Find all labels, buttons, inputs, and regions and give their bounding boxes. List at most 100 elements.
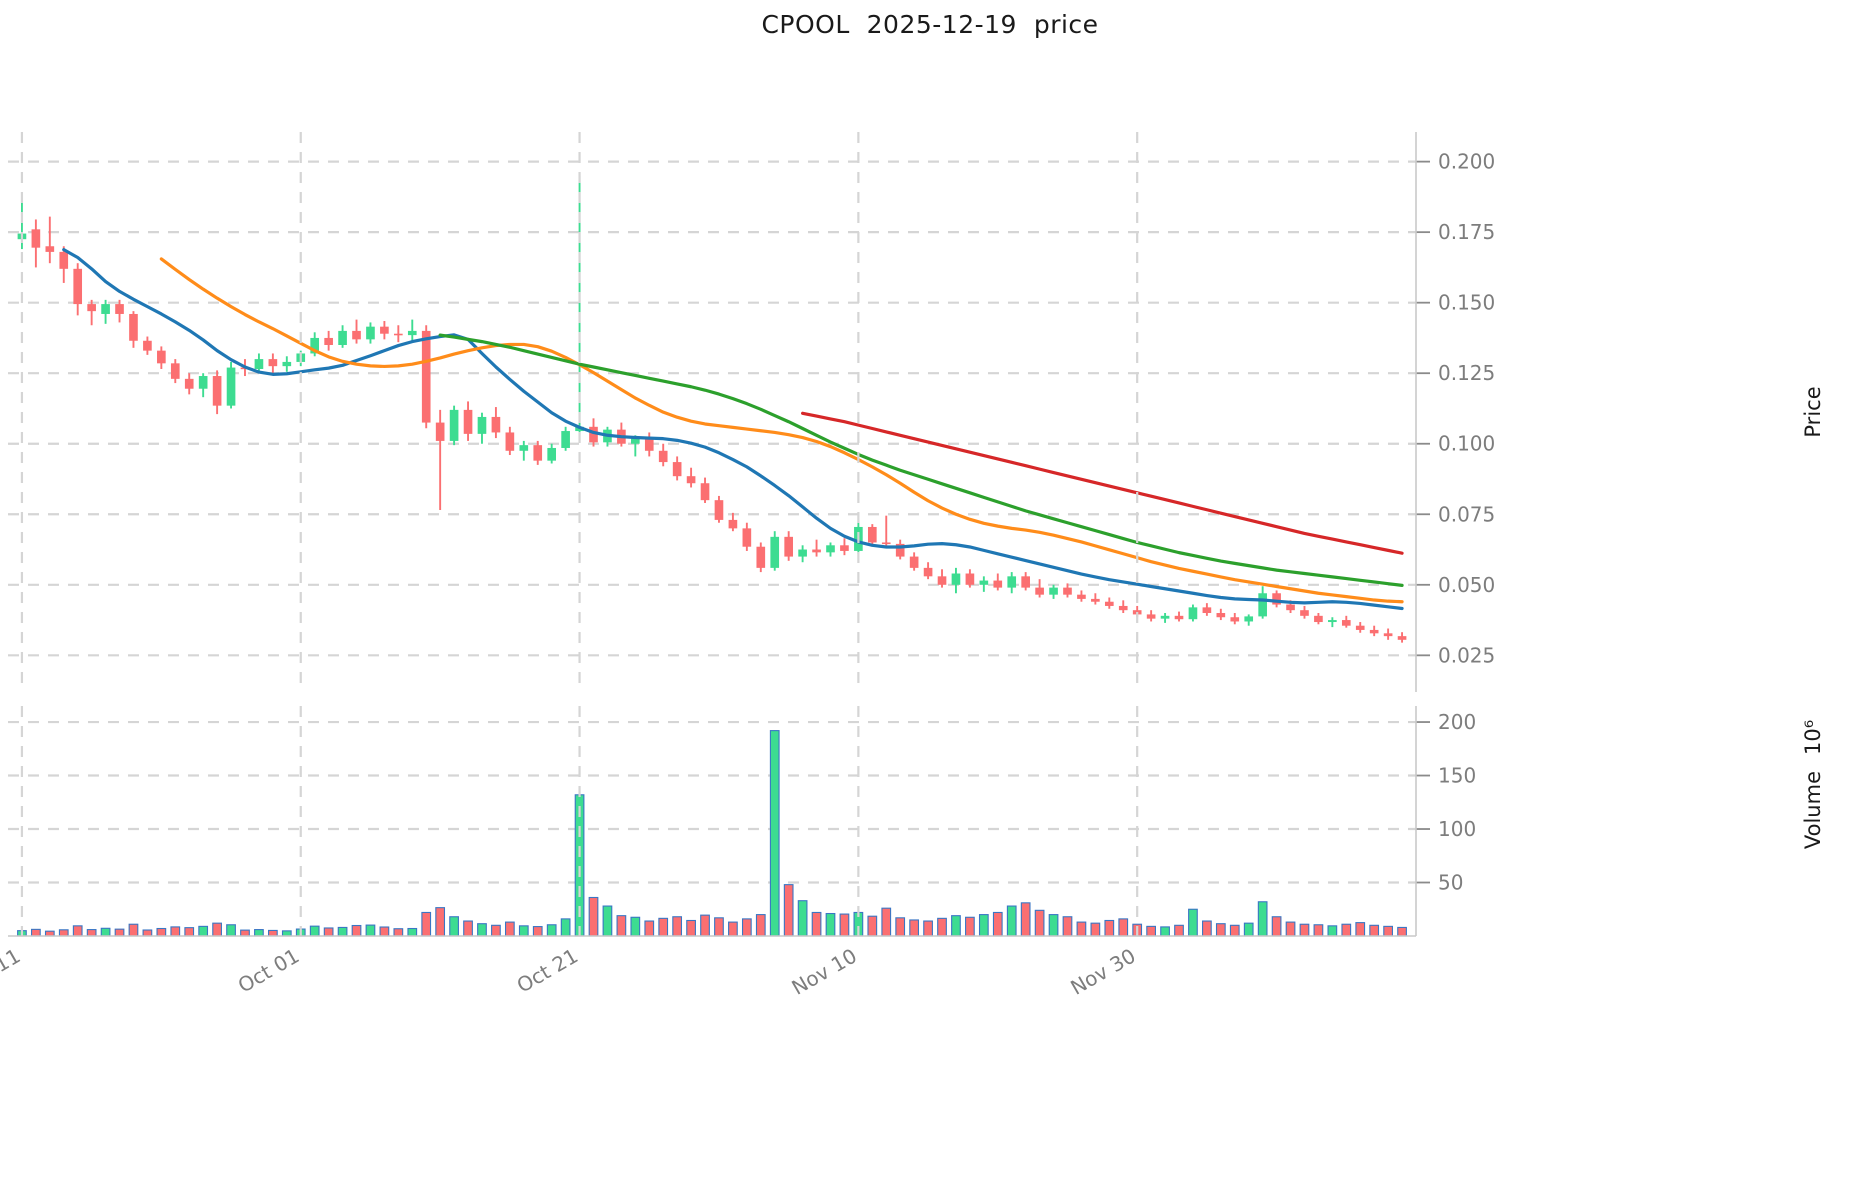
candlestick [965,569,975,588]
candlestick [1077,590,1086,602]
volume-bar [449,916,459,937]
candlestick [700,477,710,503]
volume-bar [407,927,418,937]
volume-bar [114,928,125,937]
ma-line [801,411,1404,555]
price-tick-label: 0.200 [1438,150,1495,174]
candlestick [184,373,194,395]
price-tick-label: 0.025 [1438,643,1495,667]
candlestick [282,356,292,372]
volume-bar [240,929,250,937]
candlestick [366,322,375,344]
volume-bar [532,926,543,937]
volume-bar [254,929,264,937]
candlestick [979,576,989,592]
price-gridlines [8,160,1416,657]
volume-bar [1006,905,1017,937]
volume-bar [700,914,710,937]
candlestick [1104,597,1114,609]
candlestick [951,567,961,594]
x-gridlines [20,132,1139,936]
volume-bar [839,913,850,937]
candlestick [895,539,905,560]
candlestick [198,373,208,398]
volume-bar [351,924,362,937]
candlestick [463,401,473,441]
candlestick [770,531,780,571]
x-tick-label: Oct 21 [513,944,582,998]
candlestick [1258,586,1267,619]
volume-bar [156,927,167,937]
volume-bar [1215,923,1226,937]
volume-bar [504,921,515,937]
volume-tick-label: 150 [1438,764,1476,788]
candlestick [1160,613,1170,623]
candlestick [101,299,110,324]
volume-tick-label: 100 [1438,817,1476,841]
candlestick [338,325,347,348]
volume-bar [560,918,571,937]
volume-bar [86,929,97,937]
volume-bar [1160,926,1170,937]
candlestick [617,422,626,447]
volume-bar [142,929,153,937]
volume-bar [867,915,878,937]
candlestick [1035,579,1044,598]
volume-bar [686,919,696,937]
volume-bar [1118,918,1129,937]
candlestick [742,522,752,551]
candlestick [867,524,877,546]
volume-axis-label: Volume 10⁶ [1801,720,1825,849]
volume-bar [226,924,236,937]
candlestick [157,346,166,369]
volume-bar [31,928,41,937]
candlestick [59,246,69,283]
volume-bar [198,925,209,937]
volume-bar [421,911,432,937]
moving-average-lines [62,248,1404,611]
candlestick [881,515,891,547]
candlestick [449,405,459,446]
candlestick [1146,610,1156,622]
volume-bar [365,924,376,937]
volume-bar [1257,901,1268,937]
candlestick [756,542,766,573]
x-tick-label: Sep 11 [0,944,24,1000]
candlestick [407,319,417,343]
volume-bar [1369,924,1380,937]
volume-bar [1271,916,1282,937]
candlestick [547,443,557,464]
candlestick [435,409,445,511]
volume-bar [1076,921,1087,937]
candlestick [561,426,570,451]
volume-bar [1062,916,1073,937]
candlestick [1397,632,1407,643]
candlestick [1063,583,1072,598]
candlestick [212,370,222,415]
volume-bar [630,916,641,937]
candlestick [644,432,654,457]
candlestick [45,216,55,264]
candlestick [394,325,403,343]
volume-bars [17,730,1407,937]
volume-bar [769,730,780,937]
candlestick [1188,604,1198,622]
x-tick-label: Nov 10 [788,944,861,1000]
volume-bar [1174,924,1184,937]
candlestick [826,542,835,557]
volume-bar [128,923,139,937]
candlestick [1007,572,1017,594]
volume-bar [100,927,111,937]
volume-bar [323,927,334,937]
volume-bar [546,924,557,937]
volume-bar [825,912,836,937]
candlestick [352,319,361,344]
volume-bar [170,926,181,937]
candlestick [73,263,83,316]
candlestick [1174,611,1184,622]
price-tick-label: 0.100 [1438,432,1495,456]
volume-bar [1355,922,1366,937]
volume-bar [337,926,348,937]
